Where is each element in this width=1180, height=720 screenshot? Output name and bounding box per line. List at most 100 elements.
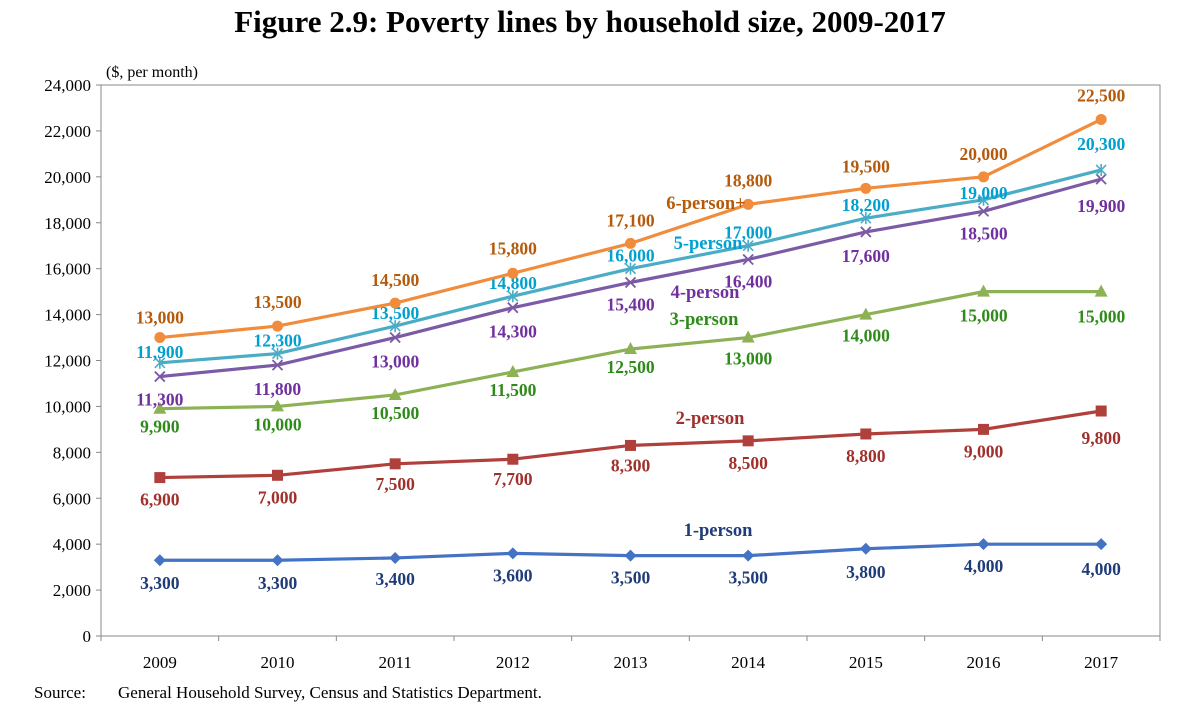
data-point xyxy=(860,428,872,440)
data-point xyxy=(389,297,401,309)
data-label: 7,500 xyxy=(375,474,415,494)
data-point xyxy=(742,198,754,210)
data-label: 11,500 xyxy=(489,380,536,400)
data-label: 3,800 xyxy=(846,562,886,582)
y-tick-label: 4,000 xyxy=(53,535,91,554)
data-label: 19,500 xyxy=(842,156,890,176)
y-tick-label: 18,000 xyxy=(44,214,91,233)
series-name-label: 1-person xyxy=(684,521,754,541)
data-label: 7,000 xyxy=(258,487,298,507)
data-point xyxy=(154,356,166,369)
series-1-person: 3,300 3,300 3,400 3,600 3,500 3,500 3,800 4,000… xyxy=(140,521,1121,593)
data-label: 14,300 xyxy=(489,322,537,342)
y-tick-label: 8,000 xyxy=(53,443,91,462)
data-label: 19,900 xyxy=(1077,196,1125,216)
y-tick-label: 10,000 xyxy=(44,397,91,416)
data-point xyxy=(977,284,990,297)
data-point xyxy=(859,542,872,555)
data-label: 19,000 xyxy=(959,183,1007,203)
data-label: 13,000 xyxy=(724,349,772,369)
data-point xyxy=(742,549,755,562)
data-point xyxy=(1095,173,1107,185)
data-label: 15,000 xyxy=(1077,307,1125,327)
data-point xyxy=(742,435,754,447)
data-point xyxy=(154,332,166,344)
data-point xyxy=(153,554,166,567)
y-tick-label: 24,000 xyxy=(44,76,91,95)
y-tick-label: 16,000 xyxy=(44,260,91,279)
data-point xyxy=(1094,284,1108,297)
data-label: 16,000 xyxy=(606,246,654,266)
data-point xyxy=(507,267,519,279)
data-label: 9,800 xyxy=(1081,428,1121,448)
x-tick-label: 2017 xyxy=(1084,653,1119,672)
data-point xyxy=(272,469,283,481)
source-note: Source: General Household Survey, Census … xyxy=(34,683,542,703)
data-point xyxy=(624,342,637,355)
data-label: 6,900 xyxy=(140,490,180,510)
data-label: 18,800 xyxy=(724,170,772,190)
source-text: General Household Survey, Census and Sta… xyxy=(118,683,542,702)
data-label: 15,400 xyxy=(606,294,654,314)
data-point xyxy=(507,453,519,465)
data-label: 8,800 xyxy=(846,446,886,466)
data-label: 3,300 xyxy=(258,573,298,593)
data-label: 14,000 xyxy=(842,326,890,346)
data-label: 3,400 xyxy=(375,569,415,589)
y-axis-label: ($, per month) xyxy=(106,64,198,81)
data-point xyxy=(624,549,637,562)
data-label: 11,300 xyxy=(136,390,183,410)
data-label: 17,600 xyxy=(842,246,890,266)
series-name-label: 5-person xyxy=(674,234,744,254)
data-point xyxy=(860,212,872,225)
y-tick-label: 12,000 xyxy=(44,352,91,371)
data-label: 16,400 xyxy=(724,271,772,291)
data-point xyxy=(507,290,519,303)
y-tick-label: 14,000 xyxy=(44,306,91,325)
x-tick-label: 2011 xyxy=(378,653,411,672)
data-label: 20,300 xyxy=(1077,134,1125,154)
data-point xyxy=(742,253,754,266)
data-point xyxy=(1095,405,1107,417)
source-label: Source: xyxy=(34,683,86,702)
y-tick-label: 0 xyxy=(83,627,92,646)
data-label: 10,500 xyxy=(371,403,419,423)
data-point xyxy=(271,359,284,371)
data-label: 12,500 xyxy=(606,357,654,377)
data-point xyxy=(860,226,872,238)
data-label: 7,700 xyxy=(493,469,533,489)
series-6-person+: 13,000 13,500 14,500 15,800 17,100 18,800 19,5… xyxy=(136,85,1125,344)
data-point xyxy=(389,331,401,344)
x-tick-label: 2013 xyxy=(614,653,648,672)
data-label: 11,800 xyxy=(254,379,301,399)
data-label: 10,000 xyxy=(253,414,301,434)
data-point xyxy=(624,262,637,275)
data-point xyxy=(154,370,166,383)
data-label: 3,500 xyxy=(611,568,651,588)
data-point xyxy=(271,347,284,360)
data-point xyxy=(978,171,989,183)
data-point xyxy=(1095,538,1108,551)
x-tick-label: 2012 xyxy=(496,653,530,672)
series-name-label: 4-person xyxy=(671,283,741,303)
data-point xyxy=(1095,113,1107,125)
data-label: 13,000 xyxy=(136,308,184,328)
data-label: 17,100 xyxy=(606,210,654,230)
data-label: 22,500 xyxy=(1077,85,1125,105)
data-label: 13,500 xyxy=(371,303,419,323)
data-label: 9,900 xyxy=(140,417,180,437)
data-point xyxy=(388,387,402,400)
data-point xyxy=(154,472,166,484)
data-point xyxy=(389,458,401,470)
data-point xyxy=(625,237,636,249)
data-label: 12,300 xyxy=(253,331,301,351)
data-point xyxy=(625,439,636,451)
data-label: 15,800 xyxy=(489,238,537,258)
data-label: 3,300 xyxy=(140,573,180,593)
series-5-person: 11,900 12,300 13,500 14,800 16,000 17,000 18,2… xyxy=(136,134,1125,369)
series-name-label: 6-person+ xyxy=(666,194,745,214)
data-label: 14,800 xyxy=(489,273,537,293)
series-3-person: 9,900 10,000 10,500 11,500 12,500 13,000 14,00… xyxy=(140,284,1125,437)
y-tick-label: 6,000 xyxy=(53,489,91,508)
data-label: 20,000 xyxy=(959,144,1007,164)
